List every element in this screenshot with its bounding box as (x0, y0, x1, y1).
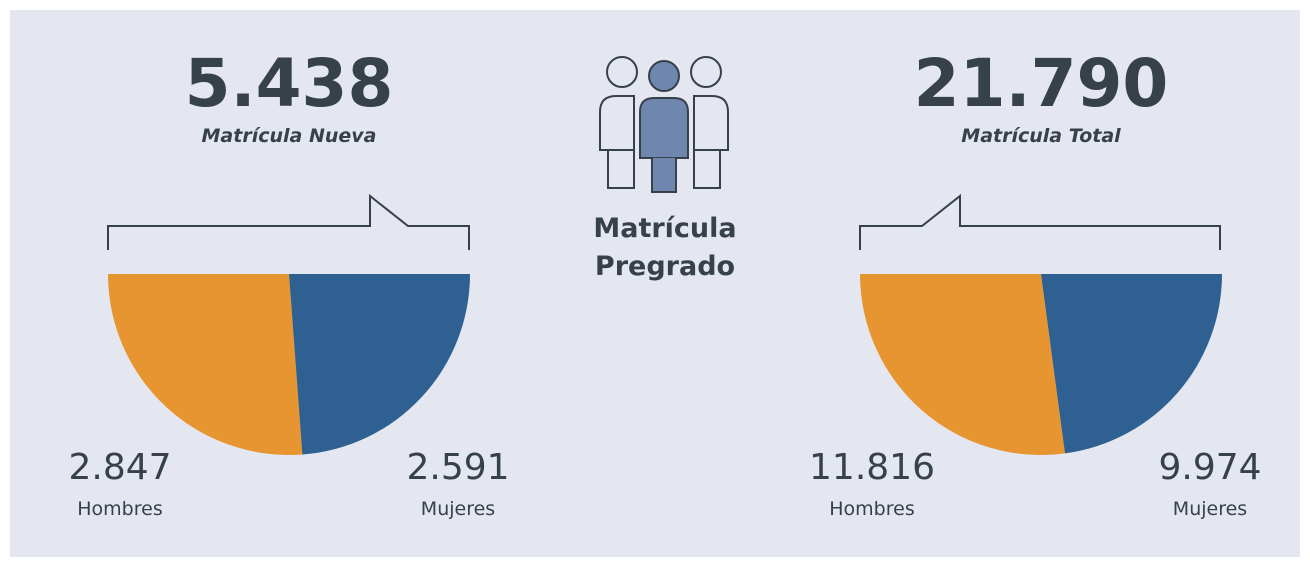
subtitle: Matrícula Total (961, 125, 1121, 147)
total: 21.790 (914, 45, 1169, 122)
category-label: Mujeres (1173, 498, 1247, 520)
value-label: 11.816 (809, 447, 935, 488)
bracket (107, 193, 470, 250)
pie-slice (860, 274, 1065, 455)
value-label: 9.974 (1158, 447, 1261, 488)
pie-slice (289, 274, 471, 455)
pie-slice (1041, 274, 1222, 454)
people-icon (599, 56, 729, 193)
subtitle: Matrícula Nueva (202, 125, 377, 147)
value-label: 2.847 (68, 447, 171, 488)
pie-slice (108, 274, 303, 456)
center-title: Matrícula Pregrado (593, 213, 737, 282)
category-label: Mujeres (421, 498, 495, 520)
category-label: Hombres (829, 498, 914, 520)
bracket (859, 193, 1221, 250)
total: 5.438 (185, 45, 394, 122)
value-label: 2.591 (406, 447, 509, 488)
category-label: Hombres (77, 498, 162, 520)
